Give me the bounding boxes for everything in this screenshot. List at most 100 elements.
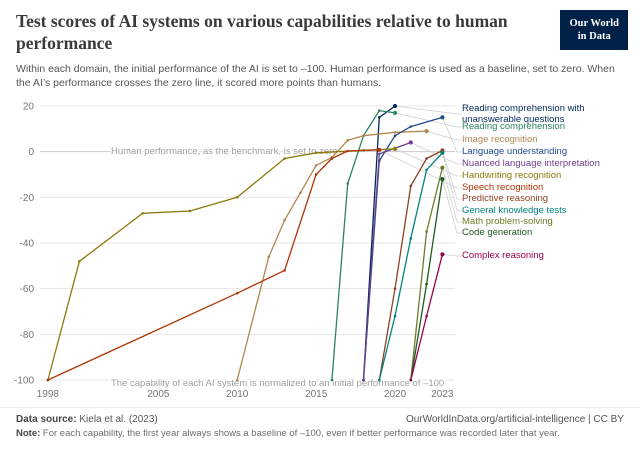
data-point[interactable] (440, 165, 445, 170)
data-point[interactable] (267, 255, 271, 258)
x-tick-label: 1998 (37, 389, 60, 400)
legend-connector (426, 130, 462, 141)
legend-connector (442, 178, 462, 234)
data-point[interactable] (425, 168, 428, 171)
data-point[interactable] (425, 156, 428, 160)
owid-logo-line2: in Data (577, 31, 611, 43)
data-point[interactable] (346, 138, 350, 142)
legend-item[interactable]: Language understanding (462, 145, 568, 157)
data-point[interactable] (314, 151, 318, 154)
legend-connector (442, 253, 462, 257)
legend-item[interactable]: Complex reasoning (462, 249, 544, 261)
data-point[interactable] (440, 252, 445, 257)
data-point[interactable] (283, 218, 286, 222)
chart-note: Note: For each capability, the first yea… (16, 428, 624, 439)
attribution-link[interactable]: OurWorldInData.org/artificial-intelligen… (405, 413, 624, 425)
data-point[interactable] (425, 314, 428, 318)
legend-item[interactable]: Image recognition (462, 133, 538, 145)
data-point[interactable] (393, 134, 397, 137)
data-point[interactable] (299, 191, 302, 194)
data-point[interactable] (235, 291, 239, 295)
data-point[interactable] (377, 147, 382, 152)
y-tick-label: -60 (20, 284, 35, 295)
legend-item[interactable]: Math problem-solving (462, 215, 553, 227)
data-point[interactable] (46, 378, 50, 382)
x-tick-label: 2005 (147, 389, 170, 400)
legend-connector (442, 116, 462, 153)
data-point[interactable] (330, 378, 334, 382)
owid-logo: Our World in Data (560, 10, 628, 51)
data-source-label: Data source: (16, 413, 77, 425)
data-point[interactable] (378, 109, 381, 112)
chart-header: Test scores of AI systems on various cap… (0, 0, 640, 91)
series-line[interactable] (410, 178, 444, 381)
data-point[interactable] (409, 378, 413, 382)
data-point[interactable] (330, 156, 334, 160)
chart-annotation: The capability of each AI system is norm… (111, 378, 444, 389)
owid-logo-line1: Our World (569, 18, 619, 29)
data-point[interactable] (392, 146, 398, 151)
data-point[interactable] (408, 140, 413, 145)
y-tick-label: -80 (20, 330, 35, 341)
series-line[interactable] (47, 148, 380, 381)
legend-item[interactable]: Code generation (462, 226, 533, 238)
data-point[interactable] (393, 287, 397, 290)
legend-item[interactable]: Nuanced language interpretation (462, 157, 600, 169)
data-point[interactable] (378, 152, 381, 155)
chart-subtitle: Within each domain, the initial performa… (16, 62, 615, 90)
y-tick-label: -40 (20, 238, 35, 249)
data-point[interactable] (235, 378, 239, 382)
x-tick-label: 2023 (431, 389, 454, 400)
data-point[interactable] (378, 115, 381, 119)
data-point[interactable] (235, 195, 239, 199)
legend-connector (410, 141, 462, 165)
y-tick-label: -100 (14, 375, 34, 386)
note-text: For each capability, the first year alwa… (42, 427, 560, 439)
data-point[interactable] (392, 110, 398, 115)
data-point[interactable] (393, 130, 397, 134)
legend-connector (442, 152, 462, 212)
data-point[interactable] (378, 378, 381, 382)
data-point[interactable] (314, 172, 318, 176)
series-line[interactable] (236, 130, 428, 381)
note-label: Note: (16, 427, 41, 439)
data-point[interactable] (440, 115, 445, 120)
legend-item[interactable]: General knowledge tests (462, 204, 567, 216)
legend-item[interactable]: Handwriting recognition (462, 169, 562, 181)
data-point[interactable] (392, 103, 398, 108)
data-point[interactable] (409, 236, 413, 240)
series-line[interactable] (47, 147, 396, 381)
data-point[interactable] (188, 209, 192, 213)
data-point[interactable] (440, 176, 445, 181)
data-point[interactable] (283, 268, 286, 272)
data-point[interactable] (425, 282, 428, 286)
data-point[interactable] (425, 230, 428, 233)
x-tick-label: 2015 (305, 389, 328, 400)
chart-area: 20 0 -20 -40 -60 -80 -100 1998 2005 2010 2015 2020 2… (0, 95, 640, 407)
data-point[interactable] (424, 128, 429, 133)
legend-item[interactable]: Speech recognition (462, 181, 544, 193)
legend-item[interactable]: Predictive reasoning (462, 192, 549, 204)
data-point[interactable] (78, 259, 81, 263)
chart-annotation: Human performance, as the benchmark, is … (111, 146, 338, 157)
data-point[interactable] (141, 211, 144, 215)
data-point[interactable] (314, 163, 318, 167)
legend-connector (379, 149, 462, 189)
data-point[interactable] (362, 134, 365, 137)
y-tick-label: -20 (20, 193, 35, 204)
data-point[interactable] (346, 182, 350, 185)
data-point[interactable] (440, 150, 445, 155)
data-point[interactable] (393, 314, 397, 318)
data-point[interactable] (283, 156, 286, 160)
data-point[interactable] (346, 149, 350, 153)
legend-item[interactable]: Reading comprehension (462, 120, 565, 132)
data-point[interactable] (362, 378, 365, 382)
legend-item[interactable]: Reading comprehension with unanswerable … (462, 102, 585, 125)
y-tick-label: 20 (23, 101, 35, 112)
data-point[interactable] (409, 125, 413, 128)
legend-connector (442, 150, 462, 200)
legend-connector (394, 148, 462, 177)
data-point[interactable] (409, 184, 413, 187)
x-tick-label: 2010 (226, 389, 249, 400)
